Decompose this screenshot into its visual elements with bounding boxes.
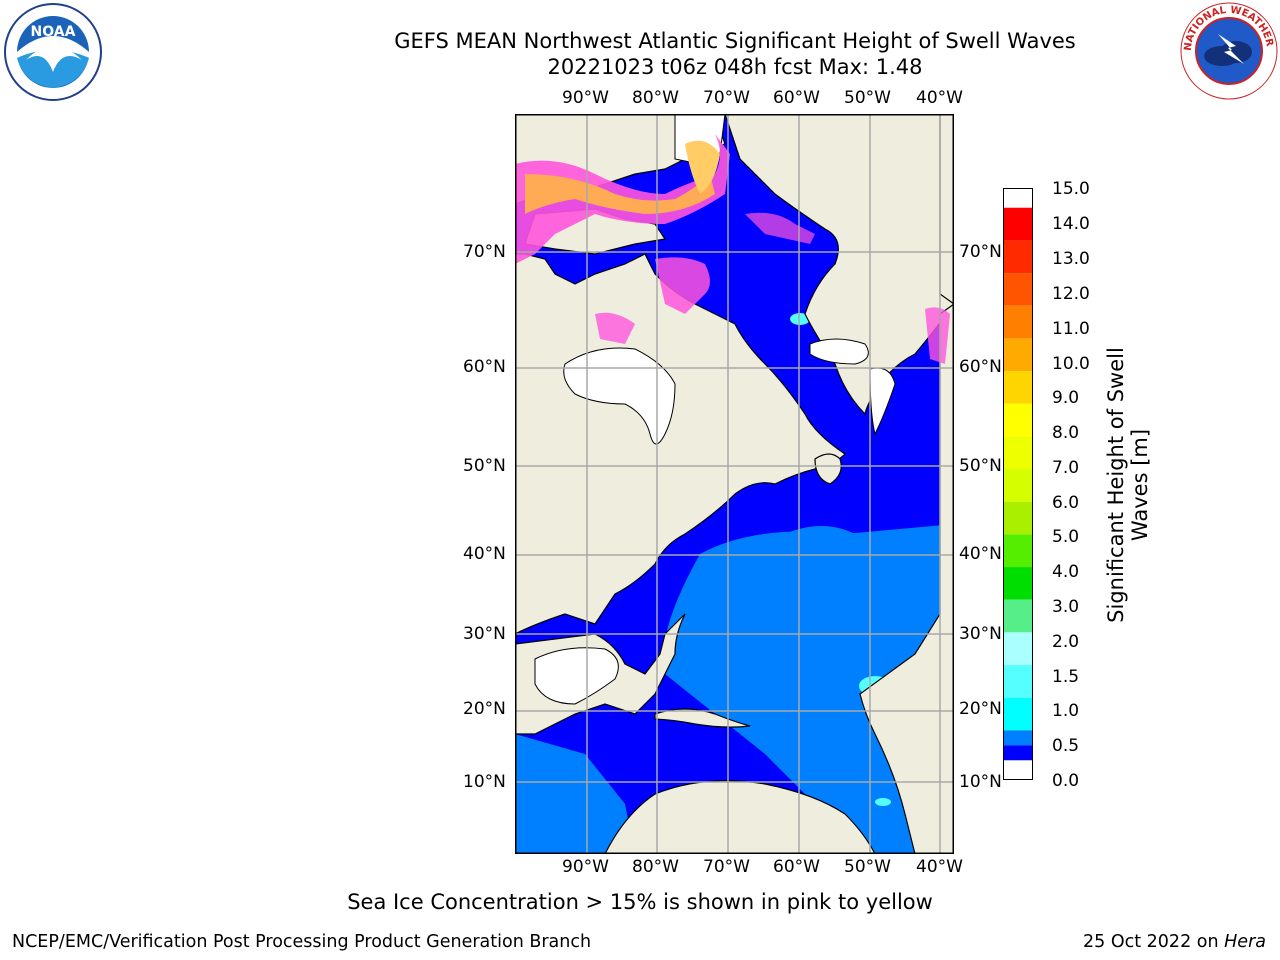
colorbar-tick: 1.5 (1052, 667, 1080, 687)
lon-label-bottom-70w: 70°W (703, 857, 750, 877)
lat-label-left-20n: 20°N (463, 699, 506, 719)
lat-label-right-60n: 60°N (959, 357, 1002, 377)
colorbar-swatch (1004, 207, 1032, 241)
nws-logo: NATIONAL WEATHER SERVICE (1178, 0, 1278, 100)
colorbar-tick: 14.0 (1052, 214, 1090, 234)
lat-label-right-10n: 10°N (959, 772, 1002, 792)
colorbar-swatch (1004, 632, 1032, 666)
lat-label-right-70n: 70°N (959, 242, 1002, 262)
lat-label-left-10n: 10°N (463, 772, 506, 792)
colorbar-swatch (1004, 665, 1032, 698)
colorbar-swatch (1004, 730, 1032, 746)
colorbar-tick: 12.0 (1052, 284, 1090, 304)
colorbar-tick: 9.0 (1052, 388, 1080, 408)
lon-label-bottom-90w: 90°W (562, 857, 609, 877)
colorbar-tick: 11.0 (1052, 319, 1090, 339)
lon-label-top-60w: 60°W (773, 88, 820, 108)
lat-label-right-50n: 50°N (959, 456, 1002, 476)
colorbar-swatch (1004, 338, 1032, 372)
lon-label-top-80w: 80°W (632, 88, 679, 108)
swell-band-south (515, 734, 635, 854)
graticule (515, 114, 954, 854)
lat-label-right-30n: 30°N (959, 624, 1002, 644)
sea-ice-note: Sea Ice Concentration > 15% is shown in … (347, 890, 933, 914)
colorbar-tick: 2.0 (1052, 632, 1080, 652)
noaa-logo: NOAA (4, 3, 102, 101)
credit-host: Hera (1224, 932, 1266, 952)
colorbar-tick: 4.0 (1052, 562, 1080, 582)
colorbar-label-text: Significant Height of Swell Waves [m] (1104, 347, 1152, 623)
colorbar-tick: 8.0 (1052, 423, 1080, 443)
lon-label-top-40w: 40°W (916, 88, 963, 108)
lat-label-right-20n: 20°N (959, 699, 1002, 719)
swell-patch-high-2 (875, 798, 891, 806)
lat-label-left-30n: 30°N (463, 624, 506, 644)
lon-label-top-50w: 50°W (844, 88, 891, 108)
colorbar-tick: 0.0 (1052, 771, 1080, 791)
landmass (515, 114, 954, 854)
swell-band-north (765, 526, 855, 569)
colorbar-swatch (1004, 436, 1032, 470)
swell-height-map (515, 114, 954, 854)
lon-label-bottom-40w: 40°W (916, 857, 963, 877)
swell-patch-high-3 (790, 313, 810, 325)
map-title-line2: 20221023 t06z 048h fcst Max: 1.48 (547, 55, 923, 79)
lat-label-left-50n: 50°N (463, 456, 506, 476)
colorbar-swatch (1004, 501, 1032, 535)
colorbar-swatch (1004, 240, 1032, 274)
colorbar-tick: 0.5 (1052, 736, 1080, 756)
colorbar-swatch (1004, 403, 1032, 437)
colorbar-tick: 6.0 (1052, 493, 1080, 513)
map-title-line1: GEFS MEAN Northwest Atlantic Significant… (394, 29, 1076, 53)
colorbar-swatch (1004, 534, 1032, 568)
colorbar-label: Significant Height of Swell Waves [m] (1104, 325, 1152, 645)
colorbar-swatch (1004, 469, 1032, 502)
lat-label-left-40n: 40°N (463, 544, 506, 564)
colorbar-swatch (1004, 599, 1032, 633)
lon-label-top-90w: 90°W (562, 88, 609, 108)
colorbar-tick: 1.0 (1052, 701, 1080, 721)
colorbar-swatch (1004, 745, 1032, 761)
colorbar-swatch (1004, 305, 1032, 339)
credit-date-text: 25 Oct 2022 on (1083, 932, 1225, 952)
sea-ice (515, 134, 950, 364)
colorbar-swatch (1004, 371, 1032, 404)
lat-label-left-70n: 70°N (463, 242, 506, 262)
colorbar-tick: 10.0 (1052, 354, 1090, 374)
swell-band-mid (663, 524, 954, 854)
colorbar-tick: 7.0 (1052, 458, 1080, 478)
colorbar-tick: 13.0 (1052, 249, 1090, 269)
lon-label-bottom-50w: 50°W (844, 857, 891, 877)
colorbar-swatch (1004, 273, 1032, 306)
colorbar-tick: 5.0 (1052, 527, 1080, 547)
lat-label-left-60n: 60°N (463, 357, 506, 377)
colorbar (1003, 188, 1033, 780)
colorbar-tick: 15.0 (1052, 179, 1090, 199)
colorbar-swatch (1004, 567, 1032, 600)
lat-label-right-40n: 40°N (959, 544, 1002, 564)
colorbar-tick: 3.0 (1052, 597, 1080, 617)
lon-label-top-70w: 70°W (703, 88, 750, 108)
colorbar-swatch (1004, 697, 1032, 731)
lon-label-bottom-60w: 60°W (773, 857, 820, 877)
credit-branch: NCEP/EMC/Verification Post Processing Pr… (12, 932, 592, 952)
noaa-logo-text: NOAA (31, 24, 76, 40)
credit-date: 25 Oct 2022 on Hera (1083, 932, 1266, 952)
lon-label-bottom-80w: 80°W (632, 857, 679, 877)
